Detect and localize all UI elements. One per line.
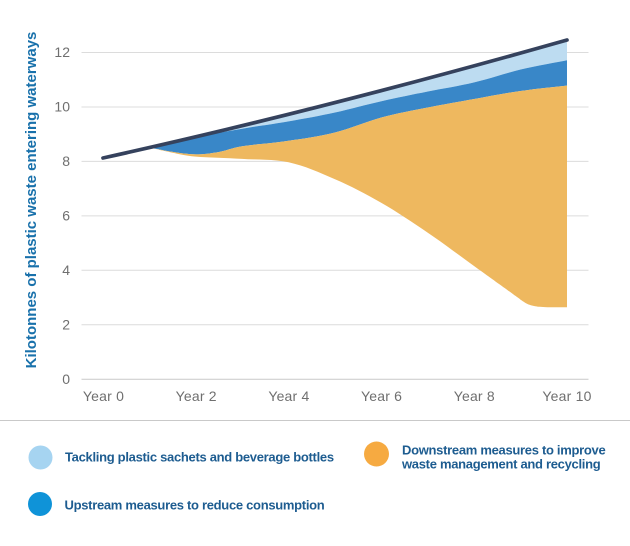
svg-text:12: 12 xyxy=(54,44,70,60)
svg-text:Year 8: Year 8 xyxy=(454,388,495,404)
svg-text:Year 6: Year 6 xyxy=(361,388,402,404)
svg-text:waste management and recycling: waste management and recycling xyxy=(401,457,601,472)
svg-text:4: 4 xyxy=(62,262,70,278)
svg-text:Kilotonnes of plastic waste en: Kilotonnes of plastic waste entering wat… xyxy=(23,32,40,369)
svg-text:6: 6 xyxy=(62,207,70,223)
svg-text:10: 10 xyxy=(54,99,70,115)
svg-text:Year 4: Year 4 xyxy=(268,388,309,404)
svg-text:2: 2 xyxy=(62,316,70,332)
svg-text:Year 10: Year 10 xyxy=(542,388,591,404)
svg-text:Tackling plastic sachets and b: Tackling plastic sachets and beverage bo… xyxy=(65,450,334,465)
svg-text:0: 0 xyxy=(62,371,70,387)
svg-text:Year 0: Year 0 xyxy=(83,388,124,404)
svg-text:8: 8 xyxy=(62,153,70,169)
svg-text:Upstream measures to reduce co: Upstream measures to reduce consumption xyxy=(65,498,325,513)
svg-text:Year 2: Year 2 xyxy=(176,388,217,404)
svg-text:Downstream measures to improve: Downstream measures to improve xyxy=(402,443,605,458)
